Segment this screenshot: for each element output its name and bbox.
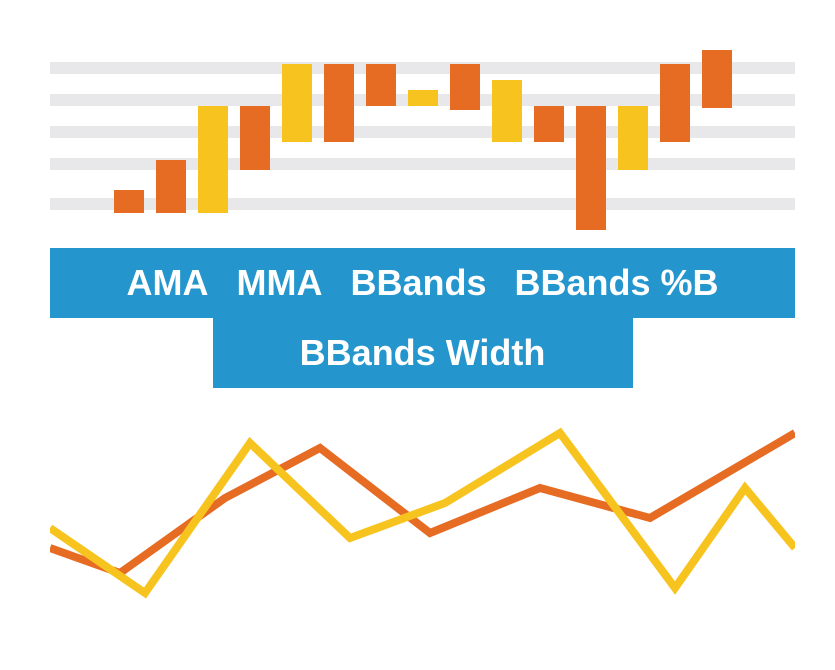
indicator-ama: AMA bbox=[126, 262, 208, 304]
candle-bar bbox=[702, 50, 732, 108]
candle-bar bbox=[114, 190, 144, 213]
chart-container: AMA MMA BBands BBands %B BBands Width bbox=[50, 50, 795, 608]
line-chart-panel bbox=[50, 388, 795, 608]
line-chart-svg bbox=[50, 388, 795, 608]
candle-bar bbox=[576, 106, 606, 230]
indicator-bbands-pb: BBands %B bbox=[514, 262, 718, 304]
indicator-labels-row-1: AMA MMA BBands BBands %B bbox=[50, 248, 795, 318]
candlestick-panel bbox=[50, 50, 795, 230]
candle-bar bbox=[366, 64, 396, 106]
candle-bar bbox=[660, 64, 690, 142]
candle-bar bbox=[156, 160, 186, 213]
candle-bar bbox=[492, 80, 522, 142]
candle-bar bbox=[618, 106, 648, 170]
candle-bar bbox=[534, 106, 564, 142]
candle-bar bbox=[240, 106, 270, 170]
line-series-orange_line bbox=[50, 433, 795, 573]
candle-bar bbox=[198, 106, 228, 213]
candle-bar bbox=[282, 64, 312, 142]
indicator-labels: AMA MMA BBands BBands %B BBands Width bbox=[50, 248, 795, 388]
candle-bar bbox=[408, 90, 438, 106]
candle-bar bbox=[324, 64, 354, 142]
indicator-bbands: BBands bbox=[350, 262, 486, 304]
line-series-yellow_line bbox=[50, 433, 795, 593]
indicator-mma: MMA bbox=[236, 262, 322, 304]
candle-bar bbox=[450, 64, 480, 110]
indicator-labels-row-2: BBands Width bbox=[213, 318, 633, 388]
indicator-bbands-width: BBands Width bbox=[300, 332, 546, 374]
